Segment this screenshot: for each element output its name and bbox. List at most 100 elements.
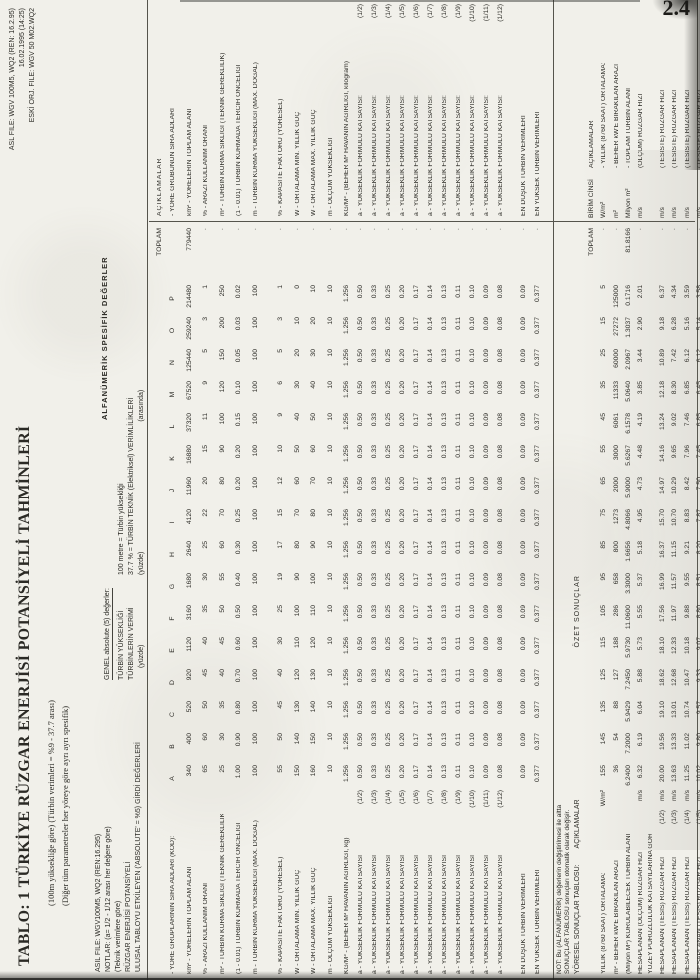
- cell: 0.377: [534, 733, 542, 751]
- cell: 0.08: [497, 413, 505, 427]
- table-row: m² - TÜRBİN KURMA SIKLIĞI (TEKNİK GEREKL…: [210, 0, 227, 980]
- cell: 0.33: [371, 573, 379, 587]
- cell: 11960: [185, 477, 193, 496]
- file-info-block: ASL FILE: WGV 100M5, WQ2 (REN: 16.2.95) …: [8, 8, 38, 150]
- row-label: EN YÜKSEK TÜRBİN VERİMLERİ: [535, 869, 542, 974]
- cell: 0.08: [497, 701, 505, 715]
- table-row: a - YÜKSEKLİK FORMÜLÜ KATSAYISI(1/11) 0.0…: [477, 0, 491, 980]
- aciklamalar-header: AÇIKLAMALAR: [157, 157, 164, 216]
- cell: 0.13: [441, 637, 449, 651]
- cell: 0.13: [441, 381, 449, 395]
- cell: 0.13: [441, 285, 449, 299]
- aciklama-cell: EN DÜŞÜK TÜRBİN VERİMLERİ: [521, 115, 528, 216]
- toplam-cell: ·: [455, 228, 463, 231]
- toplam-cell: ·: [371, 228, 379, 231]
- toplam-cell: ·: [399, 228, 407, 231]
- cell: 0.33: [371, 349, 379, 363]
- cell: 0.11: [455, 413, 463, 426]
- table-row: a - YÜKSEKLİK FORMÜLÜ KATSAYISI(1/10) 0.1…: [463, 0, 477, 980]
- aciklama-cell: a - YÜKSEKLİK FORMÜLÜ KATSAYISI:(1/3): [371, 4, 379, 216]
- cell: 0.11: [455, 381, 463, 394]
- file-info-line: ASL FILE: WGV 100M5, WQ2 (REN: 16.2.95): [9, 8, 16, 151]
- row-label: a - YÜKSEKLİK FORMÜLÜ KATSAYISI(1/8): [441, 790, 449, 974]
- cell: 0.09: [520, 413, 528, 427]
- cell: 0.17: [413, 765, 421, 779]
- table-row: a - YÜKSEKLİK FORMÜLÜ KATSAYISI(1/12) 0.0…: [491, 0, 505, 980]
- cell: 45: [218, 637, 226, 645]
- genel-row1-left: TÜRBİN YÜKSEKLİĞİ: [118, 610, 125, 680]
- cell: 0.11: [455, 477, 463, 490]
- cell: 0.33: [371, 701, 379, 715]
- cell: 120: [218, 381, 226, 393]
- cell: 0.377: [534, 413, 542, 431]
- cell: 0.08: [497, 573, 505, 587]
- cell: 0.25: [385, 669, 393, 683]
- table-row: a - YÜKSEKLİK FORMÜLÜ KATSAYISI(1/7) 0.14…: [421, 0, 435, 980]
- cell: 0.14: [427, 541, 435, 555]
- cell: 80: [218, 477, 226, 485]
- cell: 100: [251, 541, 259, 553]
- cell: 214480: [185, 285, 193, 308]
- cell: 400: [185, 733, 193, 745]
- cell: 1680: [185, 573, 193, 589]
- cell: 0.11: [455, 765, 463, 778]
- bottom-heading-left: YÖRESEL SONUÇLAR TABLOSU:: [574, 864, 581, 974]
- cell: 0.10: [469, 477, 477, 491]
- cell: 15: [202, 445, 210, 453]
- cell: 0.20: [399, 605, 407, 619]
- cell: 0.17: [413, 445, 421, 459]
- cell: 0.17: [413, 477, 421, 491]
- cell: 0.20: [399, 669, 407, 683]
- cell: 0.14: [427, 285, 435, 299]
- cell: 10: [310, 285, 318, 293]
- cell: 9: [202, 381, 210, 385]
- cell: 55: [218, 573, 226, 581]
- cell: 0.11: [455, 573, 463, 586]
- aciklama-cell: % - KAPASİTE FAKTÖRÜ (YÖRESEL): [278, 98, 285, 216]
- scan-edge-top: [180, 0, 640, 2]
- scan-edge-right: [684, 0, 700, 170]
- cell: 100: [251, 509, 259, 521]
- row-label: a - YÜKSEKLİK FORMÜLÜ KATSAYISI(1/3): [371, 790, 379, 974]
- aciklama-cell: m - ÖLÇÜM YÜKSEKLİĞİ: [327, 137, 334, 216]
- cell: 0.09: [483, 413, 491, 427]
- cell: 100: [251, 317, 259, 329]
- table-row: km² - YÖRELERİN TOPLAM ALANI 340 400 520 920…: [177, 0, 194, 980]
- notes-line: RÜZGAR ENERJİSİ POTANSİYELİ: [125, 861, 132, 972]
- cell: 0.33: [371, 605, 379, 619]
- cell: 0.09: [520, 605, 528, 619]
- cell: 0.13: [441, 413, 449, 427]
- toplam-cell: ·: [385, 228, 393, 231]
- cell: 0.02: [235, 285, 243, 299]
- cell: 0.17: [413, 669, 421, 683]
- cell: 0.33: [371, 541, 379, 555]
- cell: 1.256: [343, 733, 351, 751]
- cell: 0.13: [441, 765, 449, 779]
- cell: 0.14: [427, 765, 435, 779]
- cell: 0.25: [385, 381, 393, 395]
- cell: 10: [326, 765, 334, 773]
- cell: 1.256: [343, 285, 351, 303]
- cell: 0.33: [371, 381, 379, 395]
- cell: 0.20: [399, 285, 407, 299]
- cell: 0.33: [371, 637, 379, 651]
- cell: 5: [277, 349, 285, 353]
- cell: 0.377: [534, 637, 542, 655]
- cell: 22: [202, 509, 210, 517]
- cell: 0.11: [455, 509, 463, 522]
- row-label: (1 - 0.01) TÜRBİN KURMADA TERCİH ÖNCELİĞ…: [236, 822, 243, 974]
- cell: 0.14: [427, 701, 435, 715]
- cell: 0.14: [427, 605, 435, 619]
- cell: 0.08: [497, 669, 505, 683]
- aciklama-cell: KG/M³ - (BEHER M³ HAVANIN AĞIRLIĞI, kilo…: [344, 61, 351, 216]
- cell: 0.10: [469, 637, 477, 651]
- cell: N: [169, 360, 177, 365]
- aciklama-cell: a - YÜKSEKLİK FORMÜLÜ KATSAYISI:(1/11): [483, 4, 491, 216]
- cell: 0.20: [399, 381, 407, 395]
- cell: 110: [293, 637, 301, 648]
- cell: 0.09: [520, 445, 528, 459]
- table-row: a - YÜKSEKLİK FORMÜLÜ KATSAYISI(1/3) 0.33…: [365, 0, 379, 980]
- cell: 0.377: [534, 541, 542, 559]
- row-label: a - YÜKSEKLİK FORMÜLÜ KATSAYISI(1/11): [483, 790, 491, 974]
- cell: 0.13: [441, 573, 449, 587]
